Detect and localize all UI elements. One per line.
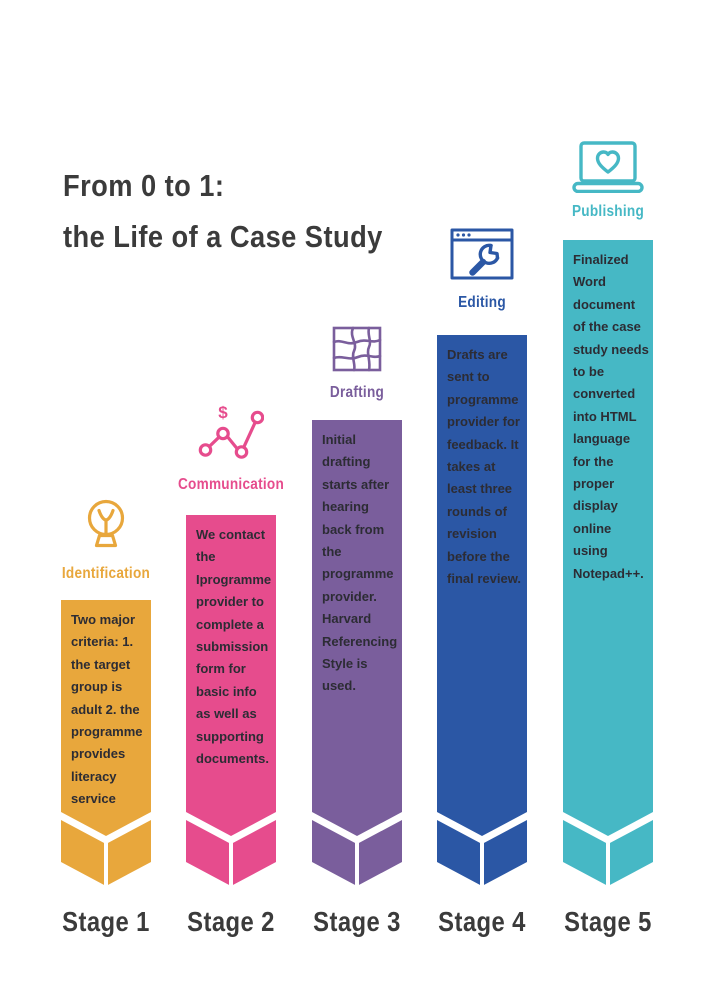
dollar-line-chart-icon: $ xyxy=(198,402,264,460)
stage-category-label: Publishing xyxy=(571,203,645,220)
stage-category-label: Editing xyxy=(458,294,506,311)
stage-column-publishing: Publishing Finalized Word document of th… xyxy=(563,0,653,990)
stage-description-box: Drafts are sent to programme provider fo… xyxy=(437,335,527,812)
stage-label: Stage 5 xyxy=(564,906,652,937)
stage-column-identification: Identification Two major criteria: 1. th… xyxy=(61,0,151,990)
stage-column-drafting: Drafting Initial drafting starts after h… xyxy=(312,0,402,990)
stage-description: Two major criteria: 1. the target group … xyxy=(71,612,143,807)
stage-description-box: Initial drafting starts after hearing ba… xyxy=(312,420,402,812)
stage-category-label: Drafting xyxy=(329,384,385,401)
chevron-down-shape xyxy=(186,812,276,888)
page-title-line-1: From 0 to 1: xyxy=(63,168,225,203)
browser-wrench-icon xyxy=(450,228,514,280)
chevron-down-shape xyxy=(563,812,653,888)
stage-column-editing: Editing Drafts are sent to programme pro… xyxy=(437,0,527,990)
stage-description-box: We contact the Iprogramme provider to co… xyxy=(186,515,276,812)
page-title-line-2: the Life of a Case Study xyxy=(63,219,383,254)
stage-category-label: Identification xyxy=(61,565,151,582)
stage-description-box: Finalized Word document of the case stud… xyxy=(563,240,653,812)
stage-description: Finalized Word document of the case stud… xyxy=(573,252,649,581)
chevron-down-shape xyxy=(61,812,151,888)
stage-label: Stage 2 xyxy=(187,906,275,937)
stage-description: We contact the Iprogramme provider to co… xyxy=(196,527,272,767)
svg-text:$: $ xyxy=(218,403,228,422)
stage-label: Stage 4 xyxy=(438,906,526,937)
stage-description: Initial drafting starts after hearing ba… xyxy=(322,432,398,694)
laptop-heart-icon xyxy=(571,141,645,193)
mosaic-grid-icon xyxy=(331,325,383,373)
lightbulb-icon xyxy=(81,497,131,555)
chevron-down-shape xyxy=(437,812,527,888)
stage-description: Drafts are sent to programme provider fo… xyxy=(447,347,521,587)
stage-description-box: Two major criteria: 1. the target group … xyxy=(61,600,151,812)
stage-label: Stage 1 xyxy=(62,906,150,937)
stage-column-communication: $ Communication We contact the Iprogramm… xyxy=(178,0,284,990)
chevron-down-shape xyxy=(312,812,402,888)
page-title: From 0 to 1: the Life of a Case Study xyxy=(63,160,426,262)
stage-label: Stage 3 xyxy=(313,906,401,937)
stage-category-label: Communication xyxy=(177,476,285,493)
